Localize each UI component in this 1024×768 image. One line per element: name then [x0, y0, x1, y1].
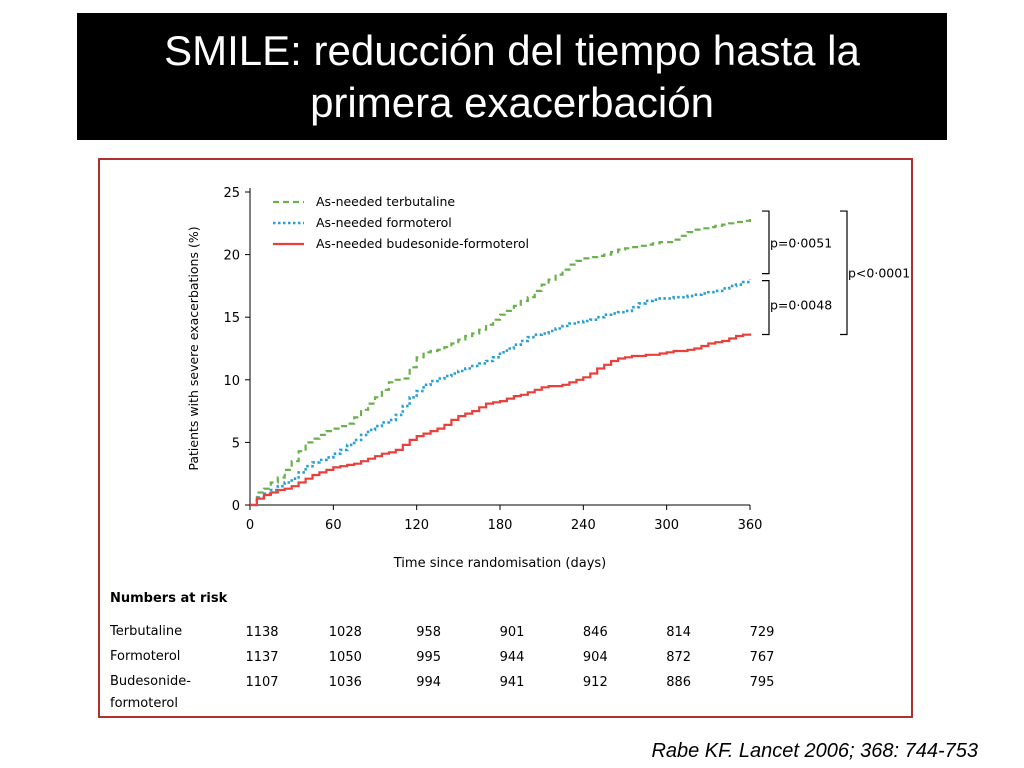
risk-cell-value: 912: [583, 675, 608, 690]
x-axis-label: Time since randomisation (days): [393, 556, 606, 571]
risk-row-label: Budesonide-: [110, 674, 191, 689]
risk-cell-value: 901: [500, 625, 525, 640]
y-tick-label: 25: [223, 186, 240, 201]
risk-cell-value: 846: [583, 625, 608, 640]
risk-table-heading: Numbers at risk: [110, 591, 228, 606]
risk-cell-value: 1138: [245, 625, 278, 640]
risk-cell-value: 729: [750, 625, 775, 640]
risk-row-label: Formoterol: [110, 649, 180, 664]
risk-cell-value: 958: [416, 625, 441, 640]
risk-cell-value: 886: [666, 675, 691, 690]
p-value-label-1: p=0·0051: [770, 235, 832, 250]
x-tick-label: 300: [654, 518, 679, 533]
p-value-label-3: p<0·0001: [848, 265, 910, 280]
x-tick-label: 120: [404, 518, 429, 533]
slide-title-line-2: primera exacerbación: [310, 78, 714, 126]
y-tick-label: 15: [223, 311, 240, 326]
p-value-label-2: p=0·0048: [770, 298, 832, 313]
risk-cell-value: 904: [583, 650, 608, 665]
risk-cell-value: 994: [416, 675, 441, 690]
y-tick-label: 5: [232, 436, 240, 451]
risk-cell-value: 814: [666, 625, 691, 640]
risk-cell-value: 1107: [245, 675, 278, 690]
figure-frame: 0 5 10 15 20 25 0 60 120 180 240 300 360 Time since r…: [98, 158, 913, 718]
p-bracket-terbutaline-formoterol: [762, 210, 770, 275]
kaplan-meier-chart: 0 5 10 15 20 25 0 60 120 180 240 300 360 Time since r…: [109, 186, 910, 711]
risk-cell-value: 767: [750, 650, 775, 665]
risk-cell-value: 944: [500, 650, 525, 665]
y-tick-label: 0: [232, 499, 240, 514]
risk-row-label: formoterol: [110, 696, 178, 711]
series-line-formoterol: [250, 279, 752, 507]
x-tick-label: 360: [738, 518, 763, 533]
risk-cell-value: 1050: [329, 650, 362, 665]
legend-item-budesonide-formoterol-label: As-needed budesonide-formoterol: [316, 236, 529, 251]
citation: Rabe KF. Lancet 2006; 368: 744-753: [651, 740, 978, 762]
risk-cell-value: 1036: [329, 675, 362, 690]
y-tick-label: 10: [223, 374, 240, 389]
risk-cell-value: 941: [500, 675, 525, 690]
x-tick-label: 0: [246, 518, 254, 533]
risk-cell-value: 1137: [245, 650, 278, 665]
series-line-budesonide-formoterol: [250, 333, 752, 507]
series-line-terbutaline: [250, 217, 752, 507]
x-tick-label: 180: [488, 518, 513, 533]
slide-title-line-1: SMILE: reducción del tiempo hasta la: [164, 26, 860, 74]
p-bracket-formoterol-budesonide: [762, 280, 770, 336]
risk-cell-value: 795: [750, 675, 775, 690]
x-tick-label: 240: [571, 518, 596, 533]
p-bracket-terbutaline-budesonide: [840, 210, 848, 336]
y-axis-label: Patients with severe exacerbations (%): [186, 226, 201, 470]
risk-row-label: Terbutaline: [109, 624, 182, 639]
legend-item-terbutaline-label: As-needed terbutaline: [316, 194, 455, 209]
y-tick-label: 20: [223, 249, 240, 264]
x-tick-label: 60: [325, 518, 342, 533]
slide-title: SMILE: reducción del tiempo hasta la pri…: [77, 13, 947, 140]
legend-item-formoterol-label: As-needed formoterol: [316, 215, 452, 230]
risk-cell-value: 995: [416, 650, 441, 665]
risk-cell-value: 1028: [329, 625, 362, 640]
risk-cell-value: 872: [666, 650, 691, 665]
